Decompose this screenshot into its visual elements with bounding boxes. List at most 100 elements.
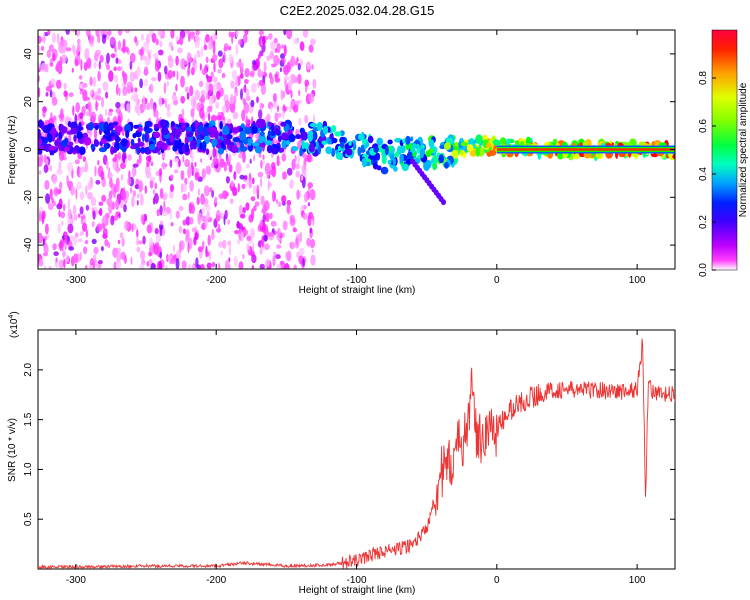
spectrogram-ridge-blob (124, 123, 131, 134)
spectrogram-speckle (303, 205, 307, 210)
spectrogram-x-tick-label: 100 (629, 275, 646, 286)
spectrogram-speckle (187, 191, 190, 199)
svg-text:(x104): (x104) (8, 311, 20, 338)
spectrogram-speckle (293, 104, 299, 113)
spectrogram-speckle (45, 193, 50, 204)
spectrogram-ridge-blob (44, 143, 50, 153)
spectrogram-ridge-blob (329, 133, 333, 140)
spectrogram-speckle (236, 61, 242, 68)
spectrogram-ridge-blob (38, 131, 42, 139)
spectrogram-ridge-blob (132, 143, 140, 148)
spectrogram-speckle (191, 152, 194, 162)
spectrogram-ridge-blob (376, 137, 384, 146)
spectrogram-speckle (228, 164, 233, 173)
spectrogram-ridge-blob (280, 121, 287, 127)
spectrogram-speckle (210, 232, 216, 240)
spectrogram-speckle (109, 177, 113, 188)
spectrogram-speckle (82, 156, 87, 162)
snr-x-tick-label: 100 (629, 575, 646, 586)
spectrogram-speckle (170, 257, 176, 265)
spectrogram-speckle (122, 86, 128, 97)
spectrogram-speckle (49, 89, 53, 98)
spectrogram-speckle (204, 217, 208, 229)
spectrogram-speckle (218, 193, 224, 200)
spectrogram-ridge-blob (425, 159, 432, 169)
spectrogram-speckle (162, 210, 168, 217)
snr-y-label: SNR (10 * v/v) (7, 418, 18, 482)
spectrogram-speckle (74, 159, 80, 165)
spectrogram-speckle (272, 140, 275, 145)
spectrogram-speckle (283, 64, 289, 76)
spectrogram-speckle (60, 263, 63, 269)
spectrogram-speckle (114, 42, 117, 53)
snr-y-tick-label: 1.5 (23, 412, 34, 426)
spectrogram-ridge-blob (170, 121, 175, 127)
spectrogram-ridge-blob (177, 138, 182, 148)
spectrogram-speckle (58, 160, 62, 171)
colorbar-tick-label: 0.2 (698, 215, 709, 229)
spectrogram-speckle (298, 247, 305, 256)
spectrogram-speckle (205, 56, 209, 64)
spectrogram-ridge-blob (70, 127, 78, 135)
spectrogram-speckle (239, 66, 244, 75)
spectrogram-ridge-blob (348, 140, 352, 146)
spectrogram-speckle (71, 30, 77, 33)
spectrogram-speckle (56, 33, 60, 44)
spectrogram-speckle (166, 80, 169, 87)
spectrogram-speckle (135, 94, 138, 106)
spectrogram-speckle (308, 92, 315, 104)
spectrogram-speckle (104, 108, 107, 117)
spectrogram-speckle (157, 30, 163, 37)
spectrogram-speckle (260, 218, 263, 228)
spectrogram-speckle (303, 191, 309, 203)
spectrogram-speckle (159, 40, 163, 48)
spectrogram-speckle (63, 251, 66, 257)
spectrogram-speckle (139, 78, 144, 89)
spectrogram-speckle (136, 229, 139, 238)
spectrogram-speckle (311, 249, 314, 253)
spectrogram-speckle (87, 192, 93, 200)
spectrogram-speckle (242, 253, 245, 259)
spectrogram-speckle (218, 58, 224, 69)
spectrogram-speckle (159, 220, 164, 225)
spectrogram-speckle (79, 206, 84, 215)
spectrogram-speckle (48, 44, 54, 52)
spectrogram-speckle (186, 92, 190, 100)
spectrogram-speckle (182, 182, 187, 193)
spectrogram-speckle (51, 32, 57, 44)
spectrogram-speckle (275, 254, 281, 260)
spectrogram-speckle (124, 30, 131, 34)
spectrogram-speckle (187, 242, 190, 253)
spectrogram-speckle (258, 30, 264, 36)
spectrogram-speckle (212, 157, 219, 166)
spectrogram-speckle (178, 158, 181, 168)
spectrogram-ridge-blob (114, 133, 120, 143)
spectrogram-speckle (281, 109, 285, 120)
spectrogram-speckle (115, 260, 122, 269)
spectrogram-speckle (282, 90, 285, 99)
spectrogram-speckle (298, 117, 302, 126)
spectrogram-speckle (144, 185, 147, 194)
spectrogram-speckle (56, 62, 59, 72)
spectrogram-speckle (294, 155, 297, 162)
spectrogram-ridge-blob (405, 135, 411, 145)
spectrogram-speckle (112, 159, 118, 171)
spectrogram-speckle (200, 89, 206, 96)
spectrogram-ridge-blob (211, 138, 218, 147)
spectrogram-ridge-blob (410, 136, 414, 142)
spectrogram-speckle (245, 88, 250, 100)
spectrogram-speckle (194, 171, 199, 181)
spectrogram-ridge-blob (387, 159, 392, 165)
spectrogram-speckle (44, 63, 49, 73)
spectrogram-ridge-blob (473, 139, 477, 144)
spectrogram-speckle (56, 168, 63, 175)
spectrogram-speckle (196, 50, 201, 58)
spectrogram-speckle (86, 30, 91, 38)
spectrogram-ridge-blob (201, 140, 207, 150)
spectrogram-speckle (50, 165, 52, 172)
spectrogram-speckle (106, 64, 111, 71)
spectrogram-speckle (274, 112, 279, 122)
spectrogram-speckle (74, 58, 79, 67)
spectrogram-ridge-blob (274, 128, 280, 136)
spectrogram-speckle (163, 82, 167, 94)
